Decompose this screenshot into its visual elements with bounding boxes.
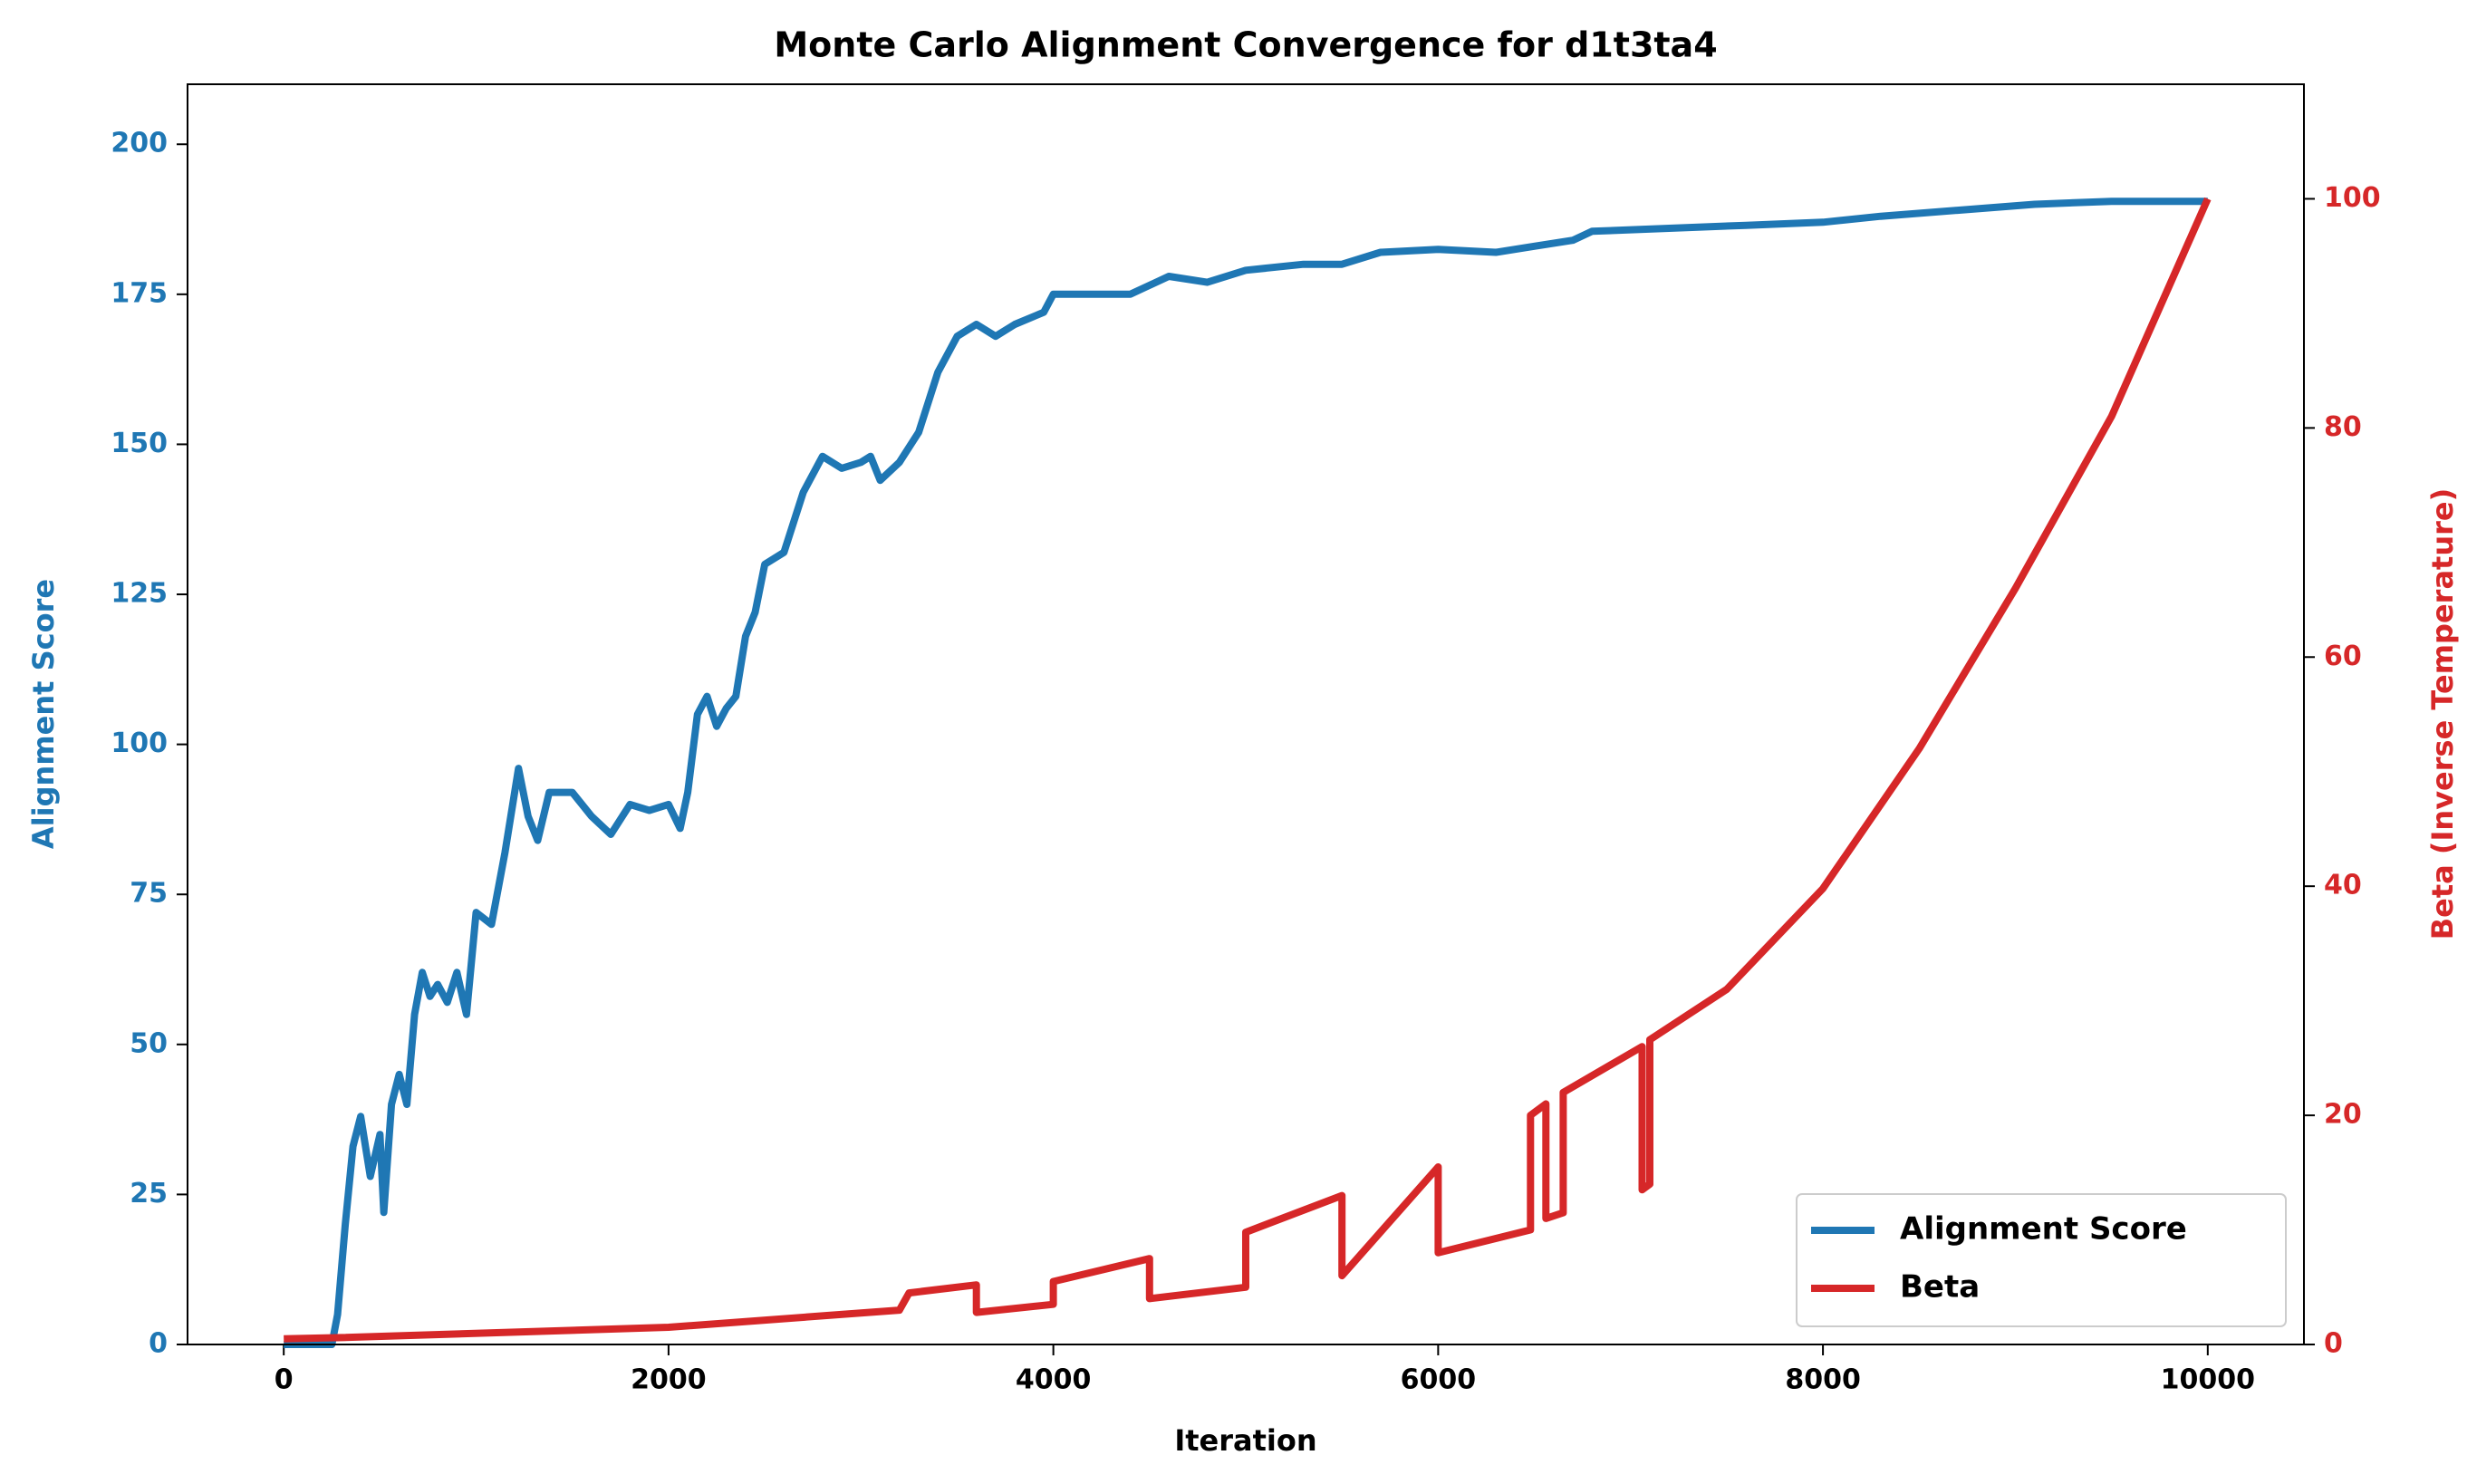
y2-tick-label: 80 [2324,411,2362,443]
y2-tick-label: 0 [2324,1328,2343,1360]
y2-tick-label: 100 [2324,182,2381,214]
y-tick-label: 150 [111,428,168,459]
data-line [284,198,2208,1348]
y-tick-label: 125 [111,578,168,610]
y-axis-label: Alignment Score [26,579,61,849]
x-tick-label: 6000 [1401,1364,1477,1396]
y-tick-label: 0 [149,1328,168,1360]
x-tick-label: 4000 [1016,1364,1092,1396]
data-line [284,197,2212,1343]
x-axis-label: Iteration [1174,1423,1316,1458]
x-tick-label: 2000 [631,1364,707,1396]
x-tick-label: 10000 [2161,1364,2255,1396]
y-tick-label: 75 [130,878,168,910]
y-tick-label: 50 [130,1027,168,1059]
y-tick-label: 200 [111,128,168,159]
y-tick-label: 175 [111,277,168,309]
legend-label: Beta [1900,1269,1980,1306]
x-tick-label: 0 [275,1364,294,1396]
y-tick-label: 100 [111,728,168,759]
chart-title: Monte Carlo Alignment Convergence for d1… [774,25,1717,65]
y2-tick-label: 60 [2324,641,2362,672]
y2-axis-label: Beta (Inverse Temperature) [2425,488,2460,940]
y-tick-label: 25 [130,1178,168,1209]
plot-frame [187,83,2305,1345]
y2-tick-label: 40 [2324,870,2362,901]
legend-label: Alignment Score [1900,1211,2187,1248]
x-tick-label: 8000 [1785,1364,1861,1396]
legend-box [1796,1193,2287,1327]
y2-tick-label: 20 [2324,1099,2362,1131]
